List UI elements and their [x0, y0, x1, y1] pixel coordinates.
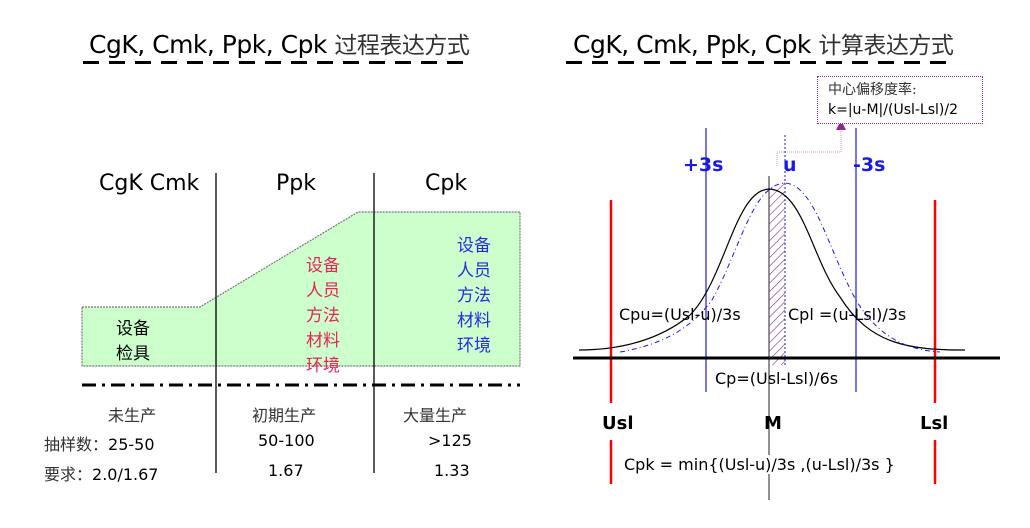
- requirement-cgk: 要求：2.0/1.67: [44, 465, 159, 484]
- left-title-cn: 过程表达方式: [334, 33, 470, 59]
- right-title-cn: 计算表达方式: [818, 33, 954, 59]
- requirement-ppk: 1.67: [268, 461, 304, 480]
- m-label: M: [764, 413, 782, 434]
- minus3s-label: -3s: [853, 154, 886, 176]
- factors-cgk: 设备 检具: [116, 319, 150, 364]
- cpl-formula: Cpl =(u-Lsl)/3s: [788, 305, 907, 324]
- cpk-formula: Cpk = min{(Usl-u)/3s ,(u-Lsl)/3s }: [624, 455, 895, 474]
- lsl-label: Lsl: [920, 413, 949, 434]
- factors-cpk: 设备 人员 方法 材料 环境: [457, 236, 491, 356]
- cp-formula: Cp=(Usl-Lsl)/6s: [715, 369, 839, 388]
- right-title-latin: CgK, Cmk, Ppk, Cpk: [573, 30, 811, 59]
- k-arrow-icon: [836, 120, 846, 130]
- center-shift-hatch: [769, 176, 785, 365]
- header-cpk: Cpk: [425, 171, 468, 196]
- right-title-underline: [566, 61, 952, 64]
- factors-ppk: 设备 人员 方法 材料 环境: [306, 256, 340, 376]
- stage-initial-production: 初期生产: [252, 406, 317, 425]
- sample-size-cgk: 抽样数：25-50: [44, 435, 155, 454]
- sample-size-cpk: >125: [428, 431, 472, 450]
- u-label: u: [783, 154, 797, 176]
- plus3s-label: +3s: [683, 154, 724, 176]
- capability-scope-area: [81, 211, 521, 367]
- center-offset-box: 中心偏移度率: k=|u-M|/(Usl-Lsl)/2: [817, 76, 983, 124]
- usl-label: Usl: [602, 413, 634, 434]
- nominal-distribution-curve: [578, 188, 966, 351]
- right-title: CgK, Cmk, Ppk, Cpk 计算表达方式: [573, 26, 954, 60]
- sample-size-ppk: 50-100: [258, 431, 315, 450]
- left-title-underline: [83, 61, 466, 64]
- cpu-formula: Cpu=(Usl-u)/3s: [619, 305, 741, 324]
- stage-pre-production: 未生产: [108, 406, 157, 425]
- requirement-cpk: 1.33: [434, 461, 470, 480]
- header-cgk-cmk: CgK Cmk: [99, 171, 200, 196]
- header-ppk: Ppk: [276, 171, 316, 196]
- left-title: CgK, Cmk, Ppk, Cpk 过程表达方式: [89, 26, 470, 60]
- stage-mass-production: 大量生产: [403, 406, 468, 425]
- k-connector: [776, 127, 842, 166]
- left-title-latin: CgK, Cmk, Ppk, Cpk: [89, 30, 327, 59]
- shifted-distribution-curve: [619, 182, 941, 353]
